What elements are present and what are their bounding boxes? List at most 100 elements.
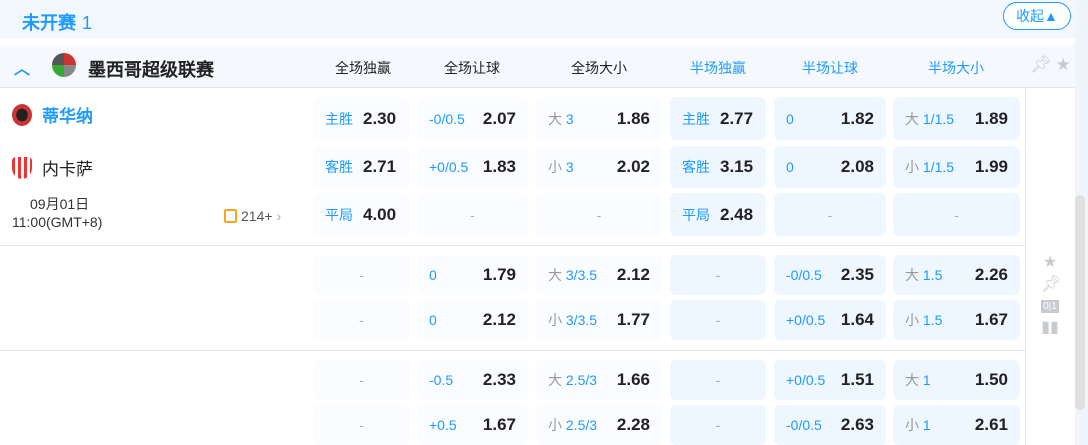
line-label: 平局 [325,206,353,223]
odds-value: 1.51 [840,370,874,389]
odds-value: 1.86 [616,108,650,128]
line-label: 大 1 [905,372,931,388]
away-team[interactable]: 内卡萨 [12,155,93,180]
header-actions[interactable]: 📌︎★ [1030,55,1075,75]
collapse-button[interactable]: 收起▲ [1003,2,1071,30]
star-icon[interactable]: ★ [1042,254,1058,271]
line-label: -0/0.5 [429,110,465,127]
empty-odds-cell: - [313,255,410,295]
column-header: 全场大小 [571,60,627,76]
odds-value: 2.48 [720,204,754,224]
league-header: ︿ 墨西哥超级联赛 全场独赢 全场让球 全场大小 半场独赢 半场让球 半场大小 📌︎★ [0,45,1075,88]
odds-value: 2.26 [974,265,1008,284]
odds-cell[interactable]: 主胜 2.30 [313,97,410,140]
line-label: -0/0.5 [786,267,822,283]
divider [0,245,1025,246]
odds-value: 1.64 [840,310,874,329]
odds-value: 2.30 [363,108,397,128]
league-name: 墨西哥超级联赛 [88,60,214,80]
odds-cell[interactable]: -0/0.5 2.07 [417,97,528,140]
more-markets-link[interactable]: 214+ › [224,208,281,224]
away-team-name: 内卡萨 [42,160,93,179]
odds-cell[interactable]: -0/0.5 2.63 [774,405,886,445]
home-team[interactable]: 蒂华纳 [12,102,93,127]
line-label: 小 1/1.5 [905,159,955,175]
line-label: +0/0.5 [786,372,826,388]
odds-cell[interactable]: 大 3/3.5 2.12 [536,255,662,295]
odds-value: 2.71 [363,157,397,176]
line-label: -0/0.5 [786,417,822,433]
odds-cell[interactable]: 大 1/1.5 1.89 [893,97,1020,140]
odds-cell[interactable]: 小 3/3.5 1.77 [536,300,662,340]
score-icon[interactable]: 0|1 [1041,300,1059,313]
line-label: 大 1.5 [905,267,943,283]
odds-value: 1.79 [482,265,516,284]
empty-odds-cell: - [670,405,766,445]
odds-cell[interactable]: 小 3 2.02 [536,146,662,188]
empty-odds-cell: - [536,193,662,236]
chevron-up-icon[interactable]: ︿ [14,61,31,78]
match-actions: ★ 📌︎ 0|1 ▮▮ [1041,252,1062,339]
odds-value: 2.33 [482,370,516,389]
line-label: 大 2.5/3 [548,372,598,388]
odds-cell[interactable]: 0 1.82 [774,97,886,140]
odds-value: 2.63 [840,415,874,434]
line-label: 平局 [682,206,710,223]
empty-odds-cell: - [670,255,766,295]
odds-cell[interactable]: +0/0.5 1.83 [417,146,528,188]
odds-cell[interactable]: +0.5 1.67 [417,405,528,445]
odds-cell[interactable]: 平局 4.00 [313,193,410,236]
odds-value: 1.83 [482,157,516,176]
odds-value: 1.67 [482,415,516,434]
star-icon[interactable]: ★ [1055,55,1075,74]
line-label: 主胜 [325,110,353,127]
empty-odds-cell: - [313,300,410,340]
away-team-logo [12,156,32,179]
odds-cell[interactable]: -0/0.5 2.35 [774,255,886,295]
odds-value: 4.00 [363,204,397,224]
odds-cell[interactable]: 客胜 2.71 [313,146,410,188]
chevron-right-icon: › [276,208,282,224]
odds-cell[interactable]: 0 1.79 [417,255,528,295]
odds-cell[interactable]: 小 1.5 1.67 [893,300,1020,340]
line-label: 大 3/3.5 [548,267,598,283]
odds-cell[interactable]: +0/0.5 1.64 [774,300,886,340]
odds-cell[interactable]: 客胜 3.15 [670,146,766,188]
stats-icon[interactable]: ▮▮ [1041,319,1059,336]
odds-cell[interactable]: 小 1/1.5 1.99 [893,146,1020,188]
line-label: +0.5 [429,417,457,433]
odds-cell[interactable]: 大 1.5 2.26 [893,255,1020,295]
odds-cell[interactable]: 小 1 2.61 [893,405,1020,445]
odds-value: 2.35 [840,265,874,284]
home-team-logo [12,103,32,126]
odds-icon [224,209,237,223]
odds-value: 1.66 [616,370,650,389]
odds-cell[interactable]: 主胜 2.77 [670,97,766,140]
empty-odds-cell: - [774,193,886,236]
odds-cell[interactable]: 小 2.5/3 2.28 [536,405,662,445]
odds-cell[interactable]: 0 2.12 [417,300,528,340]
pin-icon[interactable]: 📌︎ [1030,55,1056,74]
empty-odds-cell: - [670,300,766,340]
scrollbar[interactable] [1075,195,1085,410]
odds-cell[interactable]: 大 2.5/3 1.66 [536,360,662,400]
line-label: 小 2.5/3 [548,417,598,433]
line-label: 主胜 [682,110,710,127]
line-label: 0 [786,159,794,175]
line-label: -0.5 [429,372,454,388]
line-label: 大 3 [548,110,574,127]
odds-cell[interactable]: -0.5 2.33 [417,360,528,400]
odds-cell[interactable]: 大 1 1.50 [893,360,1020,400]
odds-value: 2.61 [974,415,1008,434]
pin-icon[interactable]: 📌︎ [1041,276,1062,293]
odds-cell[interactable]: 0 2.08 [774,146,886,188]
odds-value: 1.77 [616,310,650,329]
odds-cell[interactable]: +0/0.5 1.51 [774,360,886,400]
line-label: +0/0.5 [429,159,469,175]
odds-cell[interactable]: 平局 2.48 [670,193,766,236]
odds-value: 3.15 [720,157,754,176]
line-label: 客胜 [682,159,710,175]
odds-cell[interactable]: 大 3 1.86 [536,97,662,140]
empty-odds-cell: - [313,405,410,445]
league-logo [52,53,76,77]
